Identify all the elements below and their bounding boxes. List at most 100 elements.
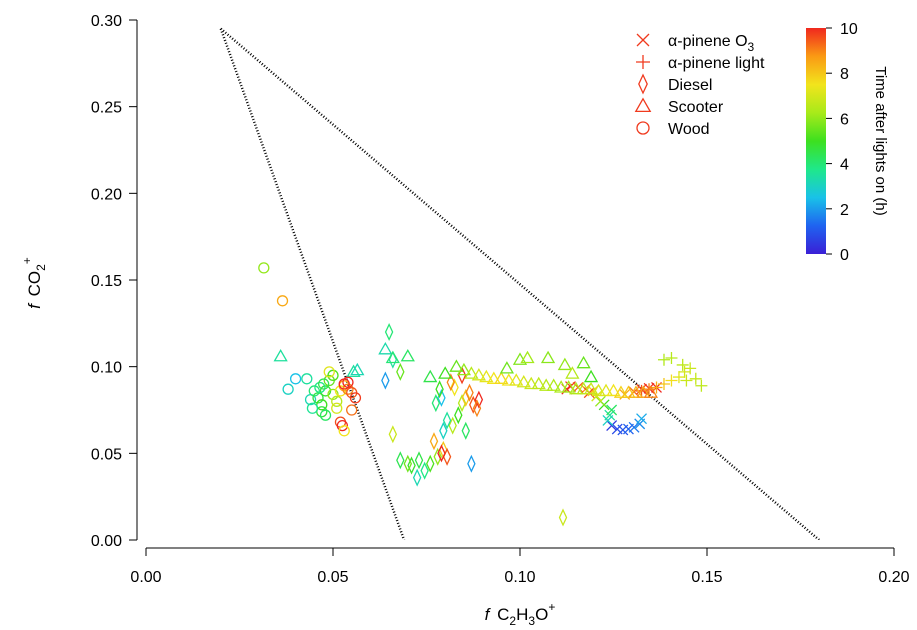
data-point-triangle xyxy=(540,350,556,364)
legend-label: α-pinene O3 xyxy=(668,33,755,54)
data-point-+ xyxy=(678,365,691,378)
data-point-triangle xyxy=(636,385,651,398)
data-point-+ xyxy=(672,371,685,384)
data-point-diamond xyxy=(461,388,470,407)
data-point-diamond xyxy=(426,454,435,473)
data-point-triangle xyxy=(516,374,531,388)
data-point-triangle xyxy=(464,366,479,379)
data-point-triangle xyxy=(621,385,636,398)
data-point-diamond xyxy=(384,322,394,342)
data-point-triangle xyxy=(456,362,472,376)
data-point-triangle xyxy=(643,385,659,398)
axes: 0.00 0.05 0.10 0.15 0.20 0.00 0.05 0.10 0.15 0.2… xyxy=(91,13,910,586)
data-point-triangle xyxy=(539,378,554,391)
data-point-diamond xyxy=(558,508,568,527)
data-point-triangle xyxy=(479,369,494,383)
reference-lines xyxy=(219,27,821,540)
data-point-triangle xyxy=(568,381,584,395)
data-point-triangle xyxy=(400,348,415,362)
x-tick-label: 0.15 xyxy=(691,569,722,586)
data-point-circle xyxy=(349,392,362,404)
data-point-circle xyxy=(336,419,349,432)
y-tick-label: 0.15 xyxy=(91,273,122,290)
data-point-triangle xyxy=(501,373,516,386)
y-tick-label: 0.00 xyxy=(91,533,122,550)
data-point-diamond xyxy=(461,421,470,440)
data-point-triangle xyxy=(583,381,599,395)
data-point-diamond xyxy=(388,425,398,444)
colorbar-tick-label: 2 xyxy=(840,202,849,219)
data-point-circle xyxy=(342,376,354,388)
data-point-triangle xyxy=(385,350,400,364)
data-point-diamond xyxy=(457,366,467,385)
data-point-triangle xyxy=(471,368,486,381)
reference-line xyxy=(219,27,821,540)
data-point-diamond xyxy=(465,383,474,402)
data-point-circle xyxy=(308,385,320,397)
data-point-triangle xyxy=(378,342,393,355)
data-point-triangle xyxy=(438,366,453,379)
series-+ xyxy=(635,352,708,397)
data-point-+ xyxy=(680,374,693,387)
data-point-x xyxy=(594,395,606,407)
data-point-+ xyxy=(676,358,689,371)
data-point-diamond xyxy=(429,432,439,451)
data-point-circle xyxy=(306,402,319,414)
data-point-diamond xyxy=(412,468,422,487)
data-point-x xyxy=(606,404,618,416)
data-point-triangle xyxy=(486,371,501,384)
data-point-triangle xyxy=(520,350,535,364)
y-tick-label: 0.10 xyxy=(91,360,122,377)
x-axis-label: f C2H3O+ xyxy=(485,600,556,628)
data-point-diamond xyxy=(414,451,424,470)
data-point-triangle xyxy=(499,361,515,374)
data-point-circle xyxy=(289,373,302,385)
data-point-diamond xyxy=(435,380,444,399)
data-point-diamond xyxy=(446,373,456,392)
data-point-triangle xyxy=(613,385,629,398)
data-point-+ xyxy=(684,362,697,375)
data-point-triangle xyxy=(509,373,524,386)
data-point-triangle xyxy=(554,380,569,393)
data-point-diamond xyxy=(450,378,459,397)
x-tick-label: 0.10 xyxy=(504,569,535,586)
data-point-triangle xyxy=(628,385,644,398)
data-point-triangle xyxy=(591,383,606,397)
y-tick-label: 0.05 xyxy=(91,446,122,463)
data-point-triangle xyxy=(524,376,539,390)
y-ticks: 0.00 0.05 0.10 0.15 0.20 0.25 0.30 xyxy=(91,13,137,550)
data-point-triangle xyxy=(557,357,573,371)
legend-label: Diesel xyxy=(668,77,712,94)
x-ticks: 0.00 0.05 0.10 0.15 0.20 xyxy=(130,548,910,586)
data-point-circle xyxy=(327,369,339,381)
data-point-circle xyxy=(301,373,313,385)
legend-label: Scooter xyxy=(668,99,724,116)
data-point-x xyxy=(628,421,640,433)
data-point-diamond xyxy=(467,454,476,473)
data-point-circle xyxy=(327,388,339,401)
series-circle xyxy=(258,262,362,437)
legend: α-pinene O3α-pinene light Diesel Scooter Wo… xyxy=(634,33,765,138)
data-point-diamond xyxy=(448,416,457,435)
data-point-diamond xyxy=(396,362,405,381)
data-point-triangle xyxy=(350,362,365,376)
colorbar-tick-label: 6 xyxy=(840,111,849,128)
data-point-diamond xyxy=(474,390,484,409)
data-point-circle xyxy=(282,383,294,395)
data-point-diamond xyxy=(403,454,413,473)
colorbar-tick-label: 8 xyxy=(840,66,849,83)
data-point-triangle xyxy=(273,348,288,362)
data-point-circle xyxy=(338,425,350,437)
legend-marker-x xyxy=(636,33,650,47)
reference-line xyxy=(219,28,406,540)
data-point-triangle xyxy=(346,364,361,378)
y-tick-label: 0.25 xyxy=(91,100,122,117)
data-point-x xyxy=(606,420,618,432)
data-point-circle xyxy=(323,366,335,378)
data-point-circle xyxy=(314,381,326,394)
data-point-circle xyxy=(319,385,332,397)
data-point-diamond xyxy=(407,456,416,475)
legend-marker-triangle xyxy=(634,97,652,113)
colorbar-ticks: 0 2 4 6 8 10 xyxy=(826,21,858,264)
